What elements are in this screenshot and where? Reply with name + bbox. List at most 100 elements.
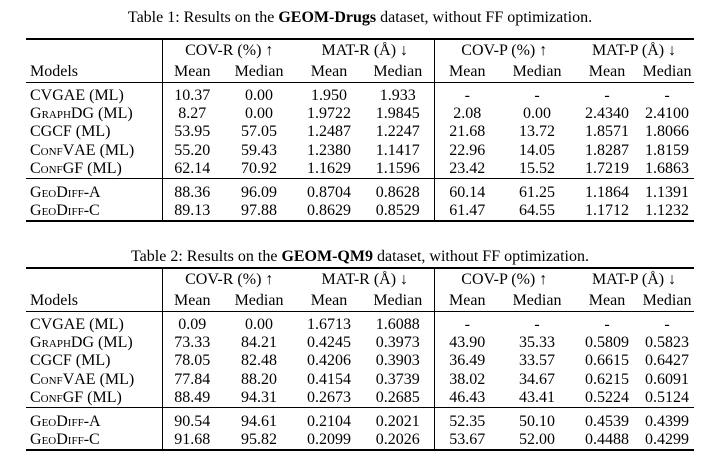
- table1-cell: -: [534, 87, 540, 105]
- table2-cell: 0.6615: [585, 352, 630, 370]
- table2-group-header-3: MAT-P (Å) ↓: [574, 267, 695, 291]
- table2-group-header-0: COV-R (%) ↑: [161, 267, 297, 291]
- table1-cell: 1.8571: [585, 123, 630, 141]
- table1-sub-header-0: Mean: [161, 62, 222, 83]
- table1-cell: 0.8704: [307, 184, 352, 202]
- table1-ours-rule-cell: [222, 177, 297, 184]
- table2-cell: 0.2104: [307, 413, 352, 431]
- table2-sub-header-4: Mean: [433, 291, 501, 312]
- table1-cell: 1.8066: [645, 123, 690, 141]
- table1-header-rule-cell: [640, 82, 695, 87]
- table2-cell: 0.6091: [645, 370, 690, 388]
- table1-header-rule-cell: [222, 82, 297, 87]
- table2-cell: 0.4488: [574, 431, 641, 452]
- table2-cell: 1.6088: [375, 316, 420, 334]
- table1-cell: 59.43: [241, 141, 277, 159]
- table2-cell: 82.48: [241, 352, 277, 370]
- table2-models-header: Models: [30, 292, 78, 309]
- table2-sub-header-0: Mean: [161, 291, 222, 312]
- table1-cell: 2.4340: [585, 105, 630, 123]
- table1-cell: 1.6863: [645, 159, 690, 177]
- table1-sub-header-7: Median: [642, 63, 692, 80]
- table2-cell: 46.43: [433, 388, 501, 408]
- table2-group-header-1: MAT-R (Å) ↓: [296, 267, 435, 291]
- table1-cell: 8.27: [161, 105, 222, 124]
- table2-baseline-3-model-name: ConfVAE (ML): [30, 370, 135, 388]
- table2-cell: 0.4299: [640, 431, 695, 452]
- table1-cell: 21.68: [433, 123, 501, 142]
- table2-cell: 0.2026: [362, 431, 435, 452]
- table2-baseline-2-model-name: CGCF (ML): [30, 352, 111, 370]
- table2-ours-rule-cell: [296, 406, 363, 413]
- table1-cell: 70.92: [241, 159, 277, 177]
- table1-cell: -: [604, 87, 610, 105]
- table1-cell: 1.8287: [585, 141, 630, 159]
- table2-cell: 0.4206: [307, 352, 352, 370]
- table1-cell: 61.47: [433, 202, 501, 223]
- table2-cell: 34.67: [519, 370, 556, 388]
- table2-cell: 84.21: [241, 334, 277, 352]
- table1-header-rule-cell: [296, 82, 363, 87]
- table2-cell: 43.41: [519, 388, 556, 406]
- table2-sub-header-5: Median: [512, 292, 562, 309]
- table1-cell: -: [433, 87, 501, 106]
- table1-cell: 1.1391: [645, 184, 690, 202]
- table1-sub-header-1: Median: [234, 63, 284, 80]
- table2-baseline-row: CVGAE (ML) 0.09 0.00 1.6713 1.6088- - - -: [26, 316, 694, 335]
- table2-header-rule-cell: [362, 311, 435, 316]
- table1-models-header: Models: [30, 63, 78, 80]
- table1-ours-rule-cell: [640, 177, 695, 184]
- table1-header-rule-cell: [362, 82, 435, 87]
- table2-baseline-row: GraphDG (ML) 73.33 84.21 0.4245 0.3973 43.90 3…: [26, 334, 694, 353]
- table1-sub-header-5: Median: [512, 63, 562, 80]
- table2-caption-dataset: GEOM-QM9: [281, 248, 373, 265]
- table1-cell: 61.25: [519, 184, 556, 202]
- table1-sub-header-3: Median: [373, 63, 423, 80]
- table1-caption-dataset: GEOM-Drugs: [278, 9, 377, 26]
- table2-cell: 0.5823: [645, 334, 690, 352]
- table2-cell: 35.33: [519, 334, 556, 352]
- table1-ours-rule-cell: [500, 177, 575, 184]
- table1-cell: 13.72: [519, 123, 556, 141]
- table1-cell: 1.7219: [585, 159, 630, 177]
- table1-corner: [26, 38, 162, 62]
- table2-sub-header-7: Median: [642, 292, 692, 309]
- table2-cell: 52.00: [500, 431, 575, 452]
- table1-cell: 96.09: [241, 184, 277, 202]
- table2-baseline-row: ConfGF (ML) 88.49 94.31 0.2673 0.2685 46.43 43…: [26, 388, 694, 408]
- table2-cell: 53.67: [433, 431, 501, 452]
- table1-cell: 62.14: [161, 159, 222, 179]
- table2-baseline-4-model-name: ConfGF (ML): [30, 388, 122, 406]
- table1-cell: 2.4100: [645, 105, 690, 123]
- table2-ours-rule-cell: [640, 406, 695, 413]
- table1-cell: 1.8159: [645, 141, 690, 159]
- table1-group-header-1: MAT-R (Å) ↓: [296, 38, 435, 62]
- table2-ours-rule-cell: [574, 406, 641, 413]
- table2-ours-rule-cell: [500, 406, 575, 413]
- table2-ours-rule: [26, 406, 695, 413]
- table2-cell: 0.4399: [645, 413, 690, 431]
- table2-cell: 0.09: [161, 316, 222, 335]
- table1-baseline-row: CVGAE (ML) 10.37 0.00 1.950 1.933- - - -: [26, 87, 694, 106]
- table1-group-header-3: MAT-P (Å) ↓: [574, 38, 695, 62]
- table2-cell: -: [664, 316, 670, 334]
- table1-ours-row: GeoDiff-C 89.13 97.88 0.8629 0.8529 61.47 64.5…: [26, 202, 695, 223]
- table1-ours-row: GeoDiff-A 88.36 96.09 0.8704 0.8628 60.14 61.2…: [26, 183, 694, 203]
- table2-cell: 33.57: [519, 352, 556, 370]
- table2-cell: 0.4539: [585, 413, 630, 431]
- table2-cell: 91.68: [161, 431, 222, 452]
- table2-ours-0-model-name: GeoDiff-A: [30, 413, 101, 431]
- table1-ours-rule-cell: [296, 177, 363, 184]
- table2-baseline-row: ConfVAE (ML) 77.84 88.20 0.4154 0.3739 38.02 3…: [26, 370, 694, 389]
- table1-cell: 1.2487: [307, 123, 352, 141]
- table1-cell: 0.00: [245, 87, 273, 105]
- table2-cell: 0.4245: [307, 334, 352, 352]
- table2-header-rule-cell: [574, 311, 641, 316]
- table2-cell: 88.20: [241, 370, 277, 388]
- table1-cell: 2.08: [433, 105, 501, 124]
- table1-cell: 1.1712: [574, 202, 641, 223]
- table1-header-rule-cell: [574, 82, 641, 87]
- table1-ours-rule-cell: [574, 177, 641, 184]
- table1-cell: 22.96: [433, 141, 501, 160]
